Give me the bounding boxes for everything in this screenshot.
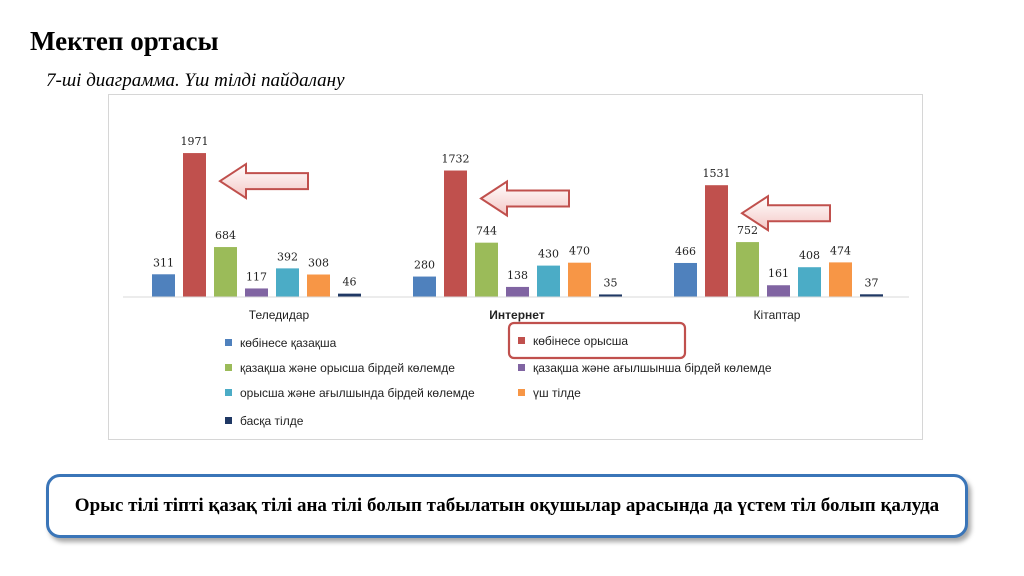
category-label: Интернет bbox=[489, 308, 545, 322]
legend-label: қазақша және ағылшынша бірдей көлемде bbox=[533, 361, 772, 375]
legend-label: көбінесе қазақша bbox=[240, 336, 337, 350]
data-label: 684 bbox=[215, 229, 236, 242]
legend-swatch bbox=[225, 389, 232, 396]
bar bbox=[276, 268, 299, 297]
legend-swatch bbox=[225, 364, 232, 371]
bar-chart: 311 1971 684 117 392 308 46 Теледидар 280 1732 744… bbox=[123, 135, 909, 428]
legend-label: үш тілде bbox=[533, 386, 581, 400]
legend-label: қазақша және орысша бірдей көлемде bbox=[240, 361, 455, 375]
data-label: 470 bbox=[569, 245, 590, 258]
data-label: 1971 bbox=[181, 135, 209, 148]
data-label: 392 bbox=[277, 250, 298, 263]
bar bbox=[183, 153, 206, 297]
bar bbox=[599, 294, 622, 297]
data-label: 1531 bbox=[703, 167, 731, 180]
bar bbox=[829, 262, 852, 297]
data-label: 117 bbox=[246, 270, 267, 283]
category-label: Теледидар bbox=[249, 308, 310, 322]
data-label: 430 bbox=[538, 248, 559, 261]
bar bbox=[705, 185, 728, 297]
bar bbox=[860, 294, 883, 297]
legend-swatch bbox=[518, 337, 525, 344]
data-label: 161 bbox=[768, 267, 789, 280]
bar bbox=[798, 267, 821, 297]
arrow-left-icon bbox=[740, 194, 831, 233]
category-label: Кітаптар bbox=[754, 308, 801, 322]
bar bbox=[413, 276, 436, 297]
legend-label: көбінесе орысша bbox=[533, 334, 628, 348]
data-label: 752 bbox=[737, 224, 758, 237]
data-label: 138 bbox=[507, 269, 528, 282]
bar bbox=[506, 286, 529, 297]
legend-swatch bbox=[518, 364, 525, 371]
data-label: 466 bbox=[675, 245, 696, 258]
arrow-left-icon bbox=[479, 179, 570, 218]
chart-frame: 311 1971 684 117 392 308 46 Теледидар 280 1732 744… bbox=[108, 94, 923, 440]
bar bbox=[568, 262, 591, 297]
conclusion-callout: Орыс тілі тіпті қазақ тілі ана тілі болы… bbox=[46, 474, 968, 538]
bar bbox=[214, 247, 237, 297]
legend-swatch bbox=[518, 389, 525, 396]
data-label: 35 bbox=[604, 276, 618, 289]
page-title: Мектеп ортасы bbox=[30, 26, 219, 56]
legend-label: басқа тілде bbox=[240, 414, 304, 428]
data-label: 280 bbox=[414, 259, 435, 272]
legend-label: орысша және ағылшында бірдей көлемде bbox=[240, 386, 475, 400]
data-label: 311 bbox=[153, 256, 174, 269]
bar bbox=[245, 288, 268, 297]
legend-swatch bbox=[225, 339, 232, 346]
bar bbox=[736, 242, 759, 297]
data-label: 46 bbox=[343, 276, 357, 289]
data-label: 308 bbox=[308, 257, 329, 270]
bar bbox=[338, 293, 361, 297]
data-label: 408 bbox=[799, 249, 820, 262]
bar bbox=[537, 265, 560, 297]
chart-subtitle: 7-ші диаграмма. Үш тілді пайдалану bbox=[46, 70, 345, 91]
bar bbox=[475, 242, 498, 297]
highlight-box bbox=[507, 321, 687, 360]
bar bbox=[152, 274, 175, 297]
data-label: 37 bbox=[865, 276, 879, 289]
data-label: 744 bbox=[476, 225, 497, 238]
data-label: 1732 bbox=[442, 153, 470, 166]
legend-swatch bbox=[225, 417, 232, 424]
bar bbox=[674, 262, 697, 297]
bar bbox=[767, 285, 790, 297]
bar bbox=[307, 274, 330, 297]
bar bbox=[444, 170, 467, 297]
data-label: 474 bbox=[830, 244, 851, 257]
arrow-left-icon bbox=[218, 162, 309, 200]
